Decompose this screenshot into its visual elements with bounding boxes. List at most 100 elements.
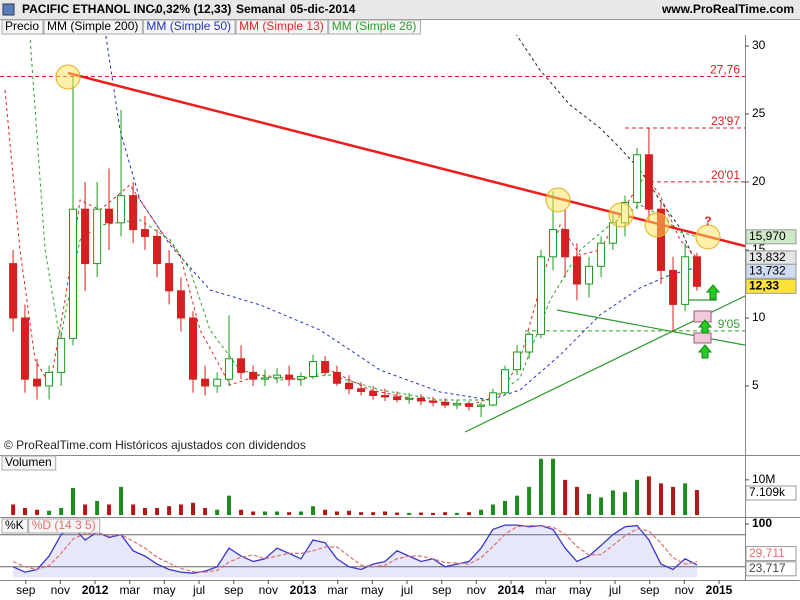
volume-bar [407,512,412,515]
value-tag [745,561,797,577]
candle-body [273,374,282,379]
volume-bar [47,510,52,515]
volume-bar [119,486,124,515]
volume-bar [646,476,651,515]
candle-body [93,208,102,265]
volume-bar [359,512,364,515]
candle-body [369,390,378,397]
value-tag [745,546,797,562]
highlight-circle [608,202,634,228]
value-tag [745,485,797,501]
candle-body [656,208,665,271]
legend-box [1,455,57,471]
volume-bar [239,509,244,515]
value-tag [745,263,797,279]
volume-bar [490,504,495,515]
volume-bar [538,458,543,515]
volume-bar [382,511,387,515]
x-tick-label: may [569,583,592,597]
candle-body [81,208,90,265]
legend-box [1,19,44,35]
value-tag-label: 29,711 [749,546,785,560]
candle-body [332,371,341,384]
candle-body [224,358,233,380]
stochastic-line [12,525,698,573]
highlight-circle [695,224,721,250]
candle-body [513,351,522,371]
candle-body [681,256,690,305]
legend-box [235,19,329,35]
x-tick-label: mar [119,583,140,597]
candle-body [380,395,389,398]
volume-bar [226,495,231,515]
legend-box [142,19,236,35]
candle-body [285,374,294,380]
candle-body [357,388,366,392]
value-tag-label: 15,970 [749,229,786,243]
value-tag-label: 12,33 [749,278,779,292]
x-tick-label: mar [327,583,348,597]
volume-bar [515,495,520,515]
y-tick-label: 30 [752,38,766,52]
legend-label: %D (14 3 5) [32,518,96,532]
stochastic-line [12,524,698,574]
value-tag-label: 13,732 [749,263,786,277]
x-tick-label: sep [432,583,452,597]
volume-bar [371,512,376,515]
candle-body [9,263,18,319]
legend-box [28,518,101,534]
volume-bar [599,497,604,515]
legend-label: Volumen [5,455,52,469]
y-tick-label: 10M [752,472,775,486]
volume-bar [694,490,699,515]
candle-body [296,375,305,380]
moving-average [515,35,698,267]
y-tick-label: 25 [752,106,766,120]
volume-bar [622,492,627,515]
value-tag-label: 13,832 [749,250,786,264]
x-tick-label: 2014 [498,583,525,597]
volume-bar [346,510,351,515]
volume-bar [106,504,111,515]
candle-body [465,403,474,407]
legend-label: MM (Simple 200) [47,19,138,33]
level-label: 27,76 [710,63,740,77]
value-tag-label: 7.109k [749,485,786,499]
candle-body [549,229,558,258]
candle-body [536,256,545,335]
candle-body [45,371,54,387]
volume-bar [527,486,532,515]
highlight-circle [545,187,571,213]
candle-body [201,378,210,387]
volume-bar [59,507,64,515]
volume-bar [83,504,88,515]
value-tag [745,229,797,245]
volume-bar [155,507,160,515]
volume-bar [635,479,640,515]
x-tick-label: sep [640,583,660,597]
legend-label: MM (Simple 13) [239,19,324,33]
candle-body [57,337,66,373]
k-area [13,525,698,578]
candle-body [525,333,534,353]
header-date: 05-dic-2014 [290,2,356,16]
candle-body [597,242,606,267]
header-change: -0,32% (12,33) [152,2,231,16]
signal-icons [693,284,721,359]
moving-average [4,90,698,406]
legend-label: %K [5,518,24,532]
x-tick-label: nov [467,583,486,597]
candle-body [416,397,425,402]
question-mark: ? [704,214,711,228]
candle-body [33,378,42,387]
x-tick-label: 2013 [290,583,317,597]
candle-body [477,404,486,407]
x-tick-label: may [153,583,176,597]
volume-bar [35,509,40,515]
highlight-circle [55,64,81,90]
legend-box [1,518,29,534]
volume-bar [334,511,339,515]
volume-bar [287,512,292,515]
x-tick-label: sep [16,583,36,597]
